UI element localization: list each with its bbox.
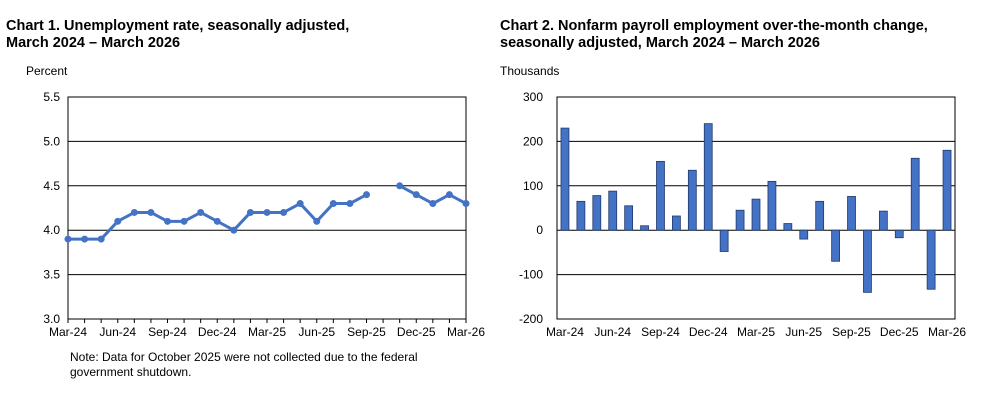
chart1-data-point: [329, 200, 337, 208]
chart2-bar: [672, 215, 681, 231]
chart1-y-tick-label: 4.5: [43, 179, 60, 193]
chart2-bar: [926, 229, 936, 290]
chart2-bar: [831, 229, 840, 262]
chart1-data-point: [429, 200, 437, 208]
chart1-title-line1: Chart 1. Unemployment rate, seasonally a…: [6, 18, 350, 34]
chart2-y-tick-label: 0: [536, 223, 543, 237]
chart1-data-point: [147, 208, 155, 216]
chart1-x-tick-label: Mar-24: [49, 325, 87, 339]
chart2-bar: [767, 180, 777, 231]
chart1-data-point: [246, 208, 254, 216]
chart2-y-unit-label: Thousands: [500, 64, 560, 78]
chart1-data-point: [164, 217, 171, 225]
chart1-data-point: [313, 217, 321, 225]
chart1-title: Chart 1. Unemployment rate, seasonally a…: [6, 18, 349, 52]
chart1-x-tick-label: Mar-26: [447, 325, 485, 339]
chart2-bar: [592, 195, 602, 231]
chart1-data-point: [180, 217, 188, 225]
chart2-y-tick-label: 300: [523, 90, 543, 104]
chart1-note-line1: Note: Data for October 2025 were not col…: [70, 350, 418, 364]
chart1-data-point: [363, 191, 370, 199]
chart2-bar: [863, 229, 872, 293]
chart1-data-point: [263, 208, 271, 216]
chart2-y-tick-label: -200: [519, 312, 543, 326]
chart1-data-point: [396, 182, 404, 190]
chart1-x-tick-label: Jun-24: [99, 325, 136, 339]
chart2-bar: [847, 196, 856, 231]
chart1-note: Note: Data for October 2025 were not col…: [70, 350, 418, 380]
chart2-bar: [799, 229, 809, 240]
chart1-y-tick-label: 4.0: [43, 223, 60, 237]
chart1-x-tick-label: Dec-24: [198, 325, 237, 339]
chart2-bar: [687, 169, 697, 231]
chart1-y-tick-label: 5.5: [43, 90, 60, 104]
chart2-title: Chart 2. Nonfarm payroll employment over…: [500, 18, 928, 52]
chart1-data-point: [346, 200, 354, 208]
chart1-title-line2: March 2024 – March 2026: [6, 35, 181, 51]
chart2-bar: [624, 205, 634, 231]
chart1-data-point: [296, 200, 304, 208]
chart2-bar: [735, 209, 745, 231]
chart1-data-point: [64, 235, 72, 243]
chart2-x-tick-label: Mar-24: [546, 325, 584, 339]
chart1-data-point: [230, 226, 238, 234]
chart2-plot-border: [556, 96, 956, 320]
chart2-title-line2: seasonally adjusted, March 2024 – March …: [500, 35, 820, 51]
chart1-y-tick-label: 3.5: [43, 268, 60, 282]
chart1-y-tick-label: 3.0: [43, 312, 60, 326]
chart2-bar: [640, 225, 649, 231]
chart2-bar: [703, 123, 713, 231]
chart2-bar: [910, 157, 920, 231]
chart2-bar: [751, 198, 761, 231]
chart2-x-tick-label: Dec-25: [880, 325, 919, 339]
chart1-data-point: [197, 208, 205, 216]
chart1-data-point: [213, 217, 221, 225]
chart1-x-tick-label: Sep-25: [347, 325, 386, 339]
chart1-data-point: [280, 208, 288, 216]
chart1-x-tick-label: Sep-24: [148, 325, 187, 339]
chart1-data-point: [412, 191, 420, 199]
chart2-bar: [576, 200, 586, 231]
chart2-bar: [608, 190, 618, 231]
chart1-data-point: [130, 208, 138, 216]
chart2-x-tick-label: Sep-25: [832, 325, 871, 339]
chart2-x-tick-label: Jun-25: [785, 325, 822, 339]
chart2-bar: [656, 160, 665, 231]
chart2-bar: [783, 223, 793, 231]
chart1-x-tick-label: Jun-25: [298, 325, 335, 339]
chart2-x-tick-label: Sep-24: [641, 325, 680, 339]
chart2-x-tick-label: Mar-25: [737, 325, 775, 339]
chart1-data-point: [114, 217, 122, 225]
chart1-y-tick-label: 5.0: [43, 134, 60, 148]
chart1-note-line2: government shutdown.: [70, 365, 192, 379]
chart2-bar: [942, 149, 952, 231]
chart1-data-point: [97, 235, 105, 243]
chart2-bar: [878, 210, 888, 231]
chart2-y-tick-label: 100: [523, 179, 543, 193]
chart2-bar: [560, 127, 570, 231]
chart1-x-tick-label: Dec-25: [397, 325, 436, 339]
chart1-data-point: [462, 200, 470, 208]
chart2-x-tick-label: Jun-24: [594, 325, 631, 339]
chart2-y-tick-label: -100: [519, 268, 543, 282]
chart2-y-tick-label: 200: [523, 134, 543, 148]
chart2-title-line1: Chart 2. Nonfarm payroll employment over…: [500, 18, 928, 34]
chart2-x-tick-label: Dec-24: [689, 325, 728, 339]
chart1-y-unit-label: Percent: [26, 64, 68, 78]
chart2-x-tick-label: Mar-26: [928, 325, 966, 339]
chart2-bar: [815, 200, 825, 231]
chart2-bar: [894, 229, 904, 239]
chart1-data-point: [445, 191, 453, 199]
chart1-x-tick-label: Mar-25: [248, 325, 286, 339]
chart2-bar: [719, 229, 729, 252]
chart1-data-point: [81, 235, 89, 243]
